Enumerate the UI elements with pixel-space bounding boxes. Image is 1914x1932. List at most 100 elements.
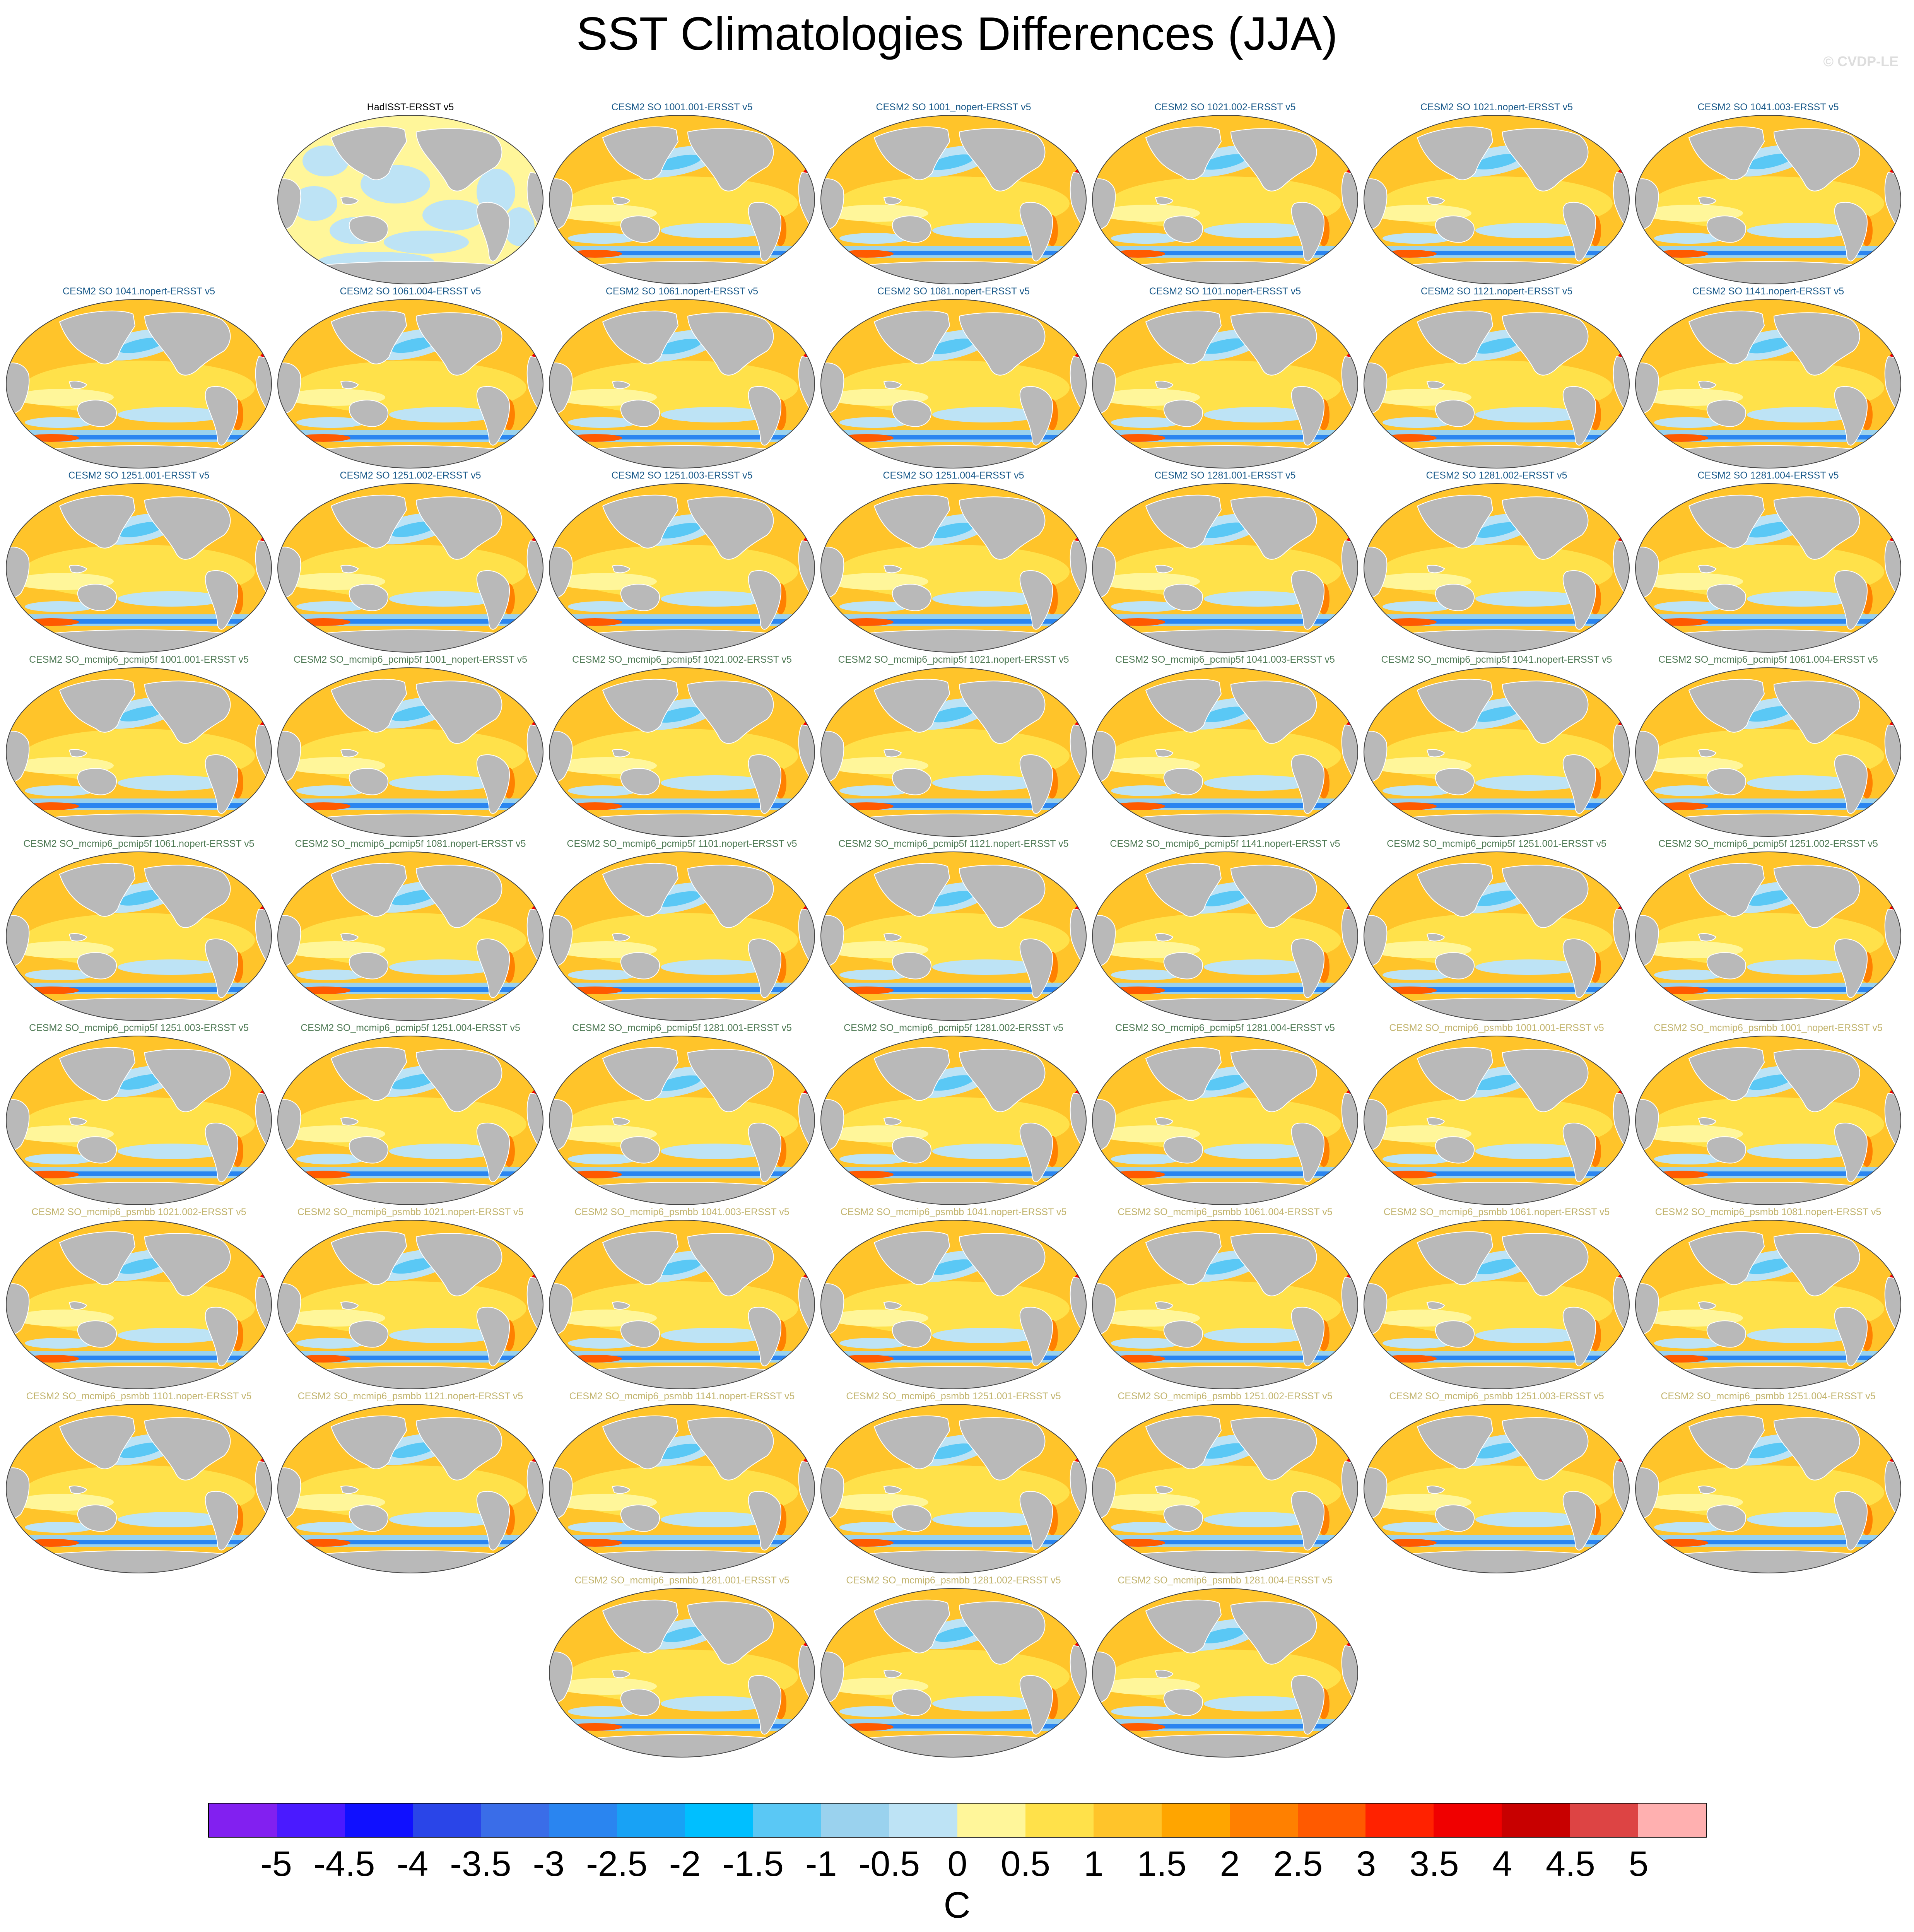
model-map-panel: CESM2 SO 1021.002-ERSST v5: [1092, 101, 1359, 287]
model-map-panel: CESM2 SO_mcmip6_pcmip5f 1021.002-ERSST v…: [549, 654, 815, 839]
model-map-panel: CESM2 SO 1251.004-ERSST v5: [820, 470, 1087, 655]
panel-title: CESM2 SO 1041.003-ERSST v5: [1697, 102, 1839, 113]
panel-title: CESM2 SO 1101.nopert-ERSST v5: [1149, 286, 1301, 297]
panel-title: CESM2 SO_mcmip6_pcmip5f 1041.003-ERSST v…: [1115, 654, 1335, 665]
sst-difference-map: [5, 299, 272, 469]
panel-title: CESM2 SO 1251.001-ERSST v5: [68, 470, 210, 481]
model-map-panel: CESM2 SO_mcmip6_psmbb 1061.004-ERSST v5: [1092, 1206, 1359, 1392]
model-map-panel: CESM2 SO_mcmip6_pcmip5f 1041.nopert-ERSS…: [1363, 654, 1630, 839]
sst-difference-map: [1635, 483, 1902, 653]
colorbar-box: [1025, 1804, 1094, 1837]
sst-difference-map: [1635, 1219, 1902, 1390]
colorbar-box: [1229, 1804, 1298, 1837]
sst-difference-map: [1363, 667, 1630, 837]
panel-title: CESM2 SO 1061.004-ERSST v5: [340, 286, 481, 297]
panel-title: CESM2 SO 1021.002-ERSST v5: [1154, 102, 1296, 113]
colorbar-box: [549, 1804, 617, 1837]
colorbar-tick-label: -1: [805, 1844, 837, 1884]
sst-difference-map: [1092, 667, 1359, 837]
sst-difference-map: [549, 1035, 815, 1205]
panel-title: CESM2 SO_mcmip6_psmbb 1281.004-ERSST v5: [1118, 1575, 1333, 1586]
panel-title: CESM2 SO 1041.nopert-ERSST v5: [62, 286, 215, 297]
panel-title: CESM2 SO 1021.nopert-ERSST v5: [1420, 102, 1573, 113]
model-map-panel: CESM2 SO 1141.nopert-ERSST v5: [1635, 286, 1902, 471]
sst-difference-map: [1363, 115, 1630, 285]
model-map-panel: CESM2 SO_mcmip6_pcmip5f 1001_nopert-ERSS…: [277, 654, 544, 839]
sst-difference-map: [820, 299, 1087, 469]
panel-title: CESM2 SO_mcmip6_psmbb 1251.001-ERSST v5: [846, 1391, 1061, 1402]
sst-difference-map: [1092, 299, 1359, 469]
sst-difference-map: [820, 667, 1087, 837]
sst-difference-map: [5, 483, 272, 653]
panel-title: CESM2 SO_mcmip6_psmbb 1021.002-ERSST v5: [31, 1207, 246, 1217]
map-panels: HadISST-ERSST v5 CESM2 SO 1001.001-ERSST …: [5, 101, 1902, 1758]
panel-title: CESM2 SO_mcmip6_pcmip5f 1061.nopert-ERSS…: [23, 838, 255, 849]
model-map-panel: CESM2 SO 1121.nopert-ERSST v5: [1363, 286, 1630, 471]
model-map-panel: CESM2 SO_mcmip6_pcmip5f 1251.001-ERSST v…: [1363, 838, 1630, 1024]
model-map-panel: CESM2 SO_mcmip6_psmbb 1121.nopert-ERSST …: [277, 1390, 544, 1576]
panel-title: CESM2 SO_mcmip6_psmbb 1041.003-ERSST v5: [574, 1207, 790, 1217]
model-map-panel: CESM2 SO_mcmip6_psmbb 1001_nopert-ERSST …: [1635, 1022, 1902, 1208]
sst-difference-map: [820, 1404, 1087, 1574]
colorbar-tick-label: -5: [260, 1844, 292, 1884]
panel-title: CESM2 SO 1001_nopert-ERSST v5: [876, 102, 1031, 113]
model-map-panel: CESM2 SO_mcmip6_psmbb 1251.004-ERSST v5: [1635, 1390, 1902, 1576]
figure-title: SST Climatologies Differences (JJA): [576, 7, 1338, 60]
colorbar-tick-label: -4.5: [313, 1844, 375, 1884]
panel-title: CESM2 SO_mcmip6_pcmip5f 1121.nopert-ERSS…: [838, 838, 1069, 849]
model-map-panel: CESM2 SO 1101.nopert-ERSST v5: [1092, 286, 1359, 471]
sst-difference-map: [1092, 483, 1359, 653]
panel-title: CESM2 SO_mcmip6_psmbb 1061.004-ERSST v5: [1118, 1207, 1333, 1217]
colorbar-tick-label: 4.5: [1545, 1844, 1595, 1884]
sst-difference-map: [1363, 1219, 1630, 1390]
sst-difference-map: [1363, 1404, 1630, 1574]
colorbar-box: [889, 1804, 957, 1837]
panel-title: CESM2 SO_mcmip6_pcmip5f 1251.004-ERSST v…: [301, 1022, 520, 1033]
panel-title: CESM2 SO_mcmip6_psmbb 1281.002-ERSST v5: [846, 1575, 1061, 1586]
panel-title: CESM2 SO_mcmip6_pcmip5f 1251.003-ERSST v…: [29, 1022, 249, 1033]
sst-difference-map: [5, 1404, 272, 1574]
colorbar-box: [209, 1804, 277, 1837]
sst-difference-map: [1092, 1035, 1359, 1205]
panel-title: CESM2 SO 1141.nopert-ERSST v5: [1692, 286, 1844, 297]
panel-title: CESM2 SO_mcmip6_psmbb 1101.nopert-ERSST …: [26, 1391, 252, 1402]
colorbar-box: [1638, 1804, 1706, 1837]
colorbar-tick-label: 2: [1220, 1844, 1240, 1884]
sst-difference-map: [1092, 1219, 1359, 1390]
colorbar-tick-label: -1.5: [722, 1844, 784, 1884]
sst-difference-map: [5, 1035, 272, 1205]
panel-title: CESM2 SO_mcmip6_psmbb 1251.003-ERSST v5: [1389, 1391, 1604, 1402]
sst-difference-map: [549, 299, 815, 469]
colorbar-box: [1161, 1804, 1230, 1837]
model-map-panel: CESM2 SO_mcmip6_psmbb 1251.001-ERSST v5: [820, 1390, 1087, 1576]
colorbar-tick-label: 0.5: [1001, 1844, 1051, 1884]
colorbar-box: [1502, 1804, 1570, 1837]
sst-difference-map: [549, 483, 815, 653]
panel-title: CESM2 SO_mcmip6_pcmip5f 1281.001-ERSST v…: [572, 1022, 792, 1033]
colorbar-box: [481, 1804, 549, 1837]
model-map-panel: CESM2 SO_mcmip6_pcmip5f 1081.nopert-ERSS…: [277, 838, 544, 1024]
panel-title: CESM2 SO_mcmip6_pcmip5f 1141.nopert-ERSS…: [1110, 838, 1340, 849]
colorbar-tick-label: -3.5: [450, 1844, 511, 1884]
panel-title: CESM2 SO_mcmip6_pcmip5f 1081.nopert-ERSS…: [295, 838, 526, 849]
model-map-panel: CESM2 SO 1041.nopert-ERSST v5: [5, 286, 272, 471]
colorbar-box: [617, 1804, 685, 1837]
panel-title: CESM2 SO_mcmip6_pcmip5f 1251.001-ERSST v…: [1387, 838, 1606, 849]
model-map-panel: CESM2 SO_mcmip6_pcmip5f 1041.003-ERSST v…: [1092, 654, 1359, 839]
model-map-panel: CESM2 SO_mcmip6_pcmip5f 1061.nopert-ERSS…: [5, 838, 272, 1024]
colorbar-tick-label: 0: [947, 1844, 967, 1884]
colorbar-tick-label: 4: [1492, 1844, 1512, 1884]
colorbar-box: [821, 1804, 890, 1837]
sst-difference-map: [5, 667, 272, 837]
sst-difference-map: [277, 1219, 544, 1390]
panel-title: CESM2 SO 1001.001-ERSST v5: [611, 102, 753, 113]
panel-title: CESM2 SO_mcmip6_psmbb 1081.nopert-ERSST …: [1655, 1207, 1882, 1217]
model-map-panel: CESM2 SO 1251.003-ERSST v5: [549, 470, 815, 655]
panel-title: CESM2 SO_mcmip6_pcmip5f 1101.nopert-ERSS…: [567, 838, 797, 849]
colorbar-units: C: [943, 1884, 971, 1926]
model-map-panel: CESM2 SO_mcmip6_pcmip5f 1281.001-ERSST v…: [549, 1022, 815, 1208]
model-map-panel: CESM2 SO_mcmip6_pcmip5f 1121.nopert-ERSS…: [820, 838, 1087, 1024]
sst-difference-map: [820, 483, 1087, 653]
model-map-panel: CESM2 SO_mcmip6_psmbb 1001.001-ERSST v5: [1363, 1022, 1630, 1208]
sst-difference-map: [820, 1219, 1087, 1390]
